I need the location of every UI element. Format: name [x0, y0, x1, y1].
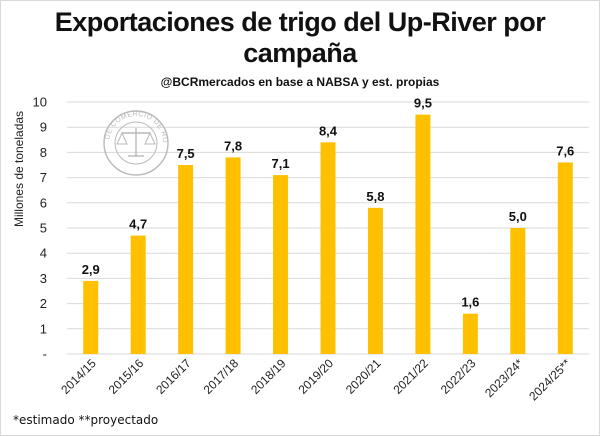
x-tick-label: 2022/23: [438, 356, 479, 397]
x-tick-label: 2015/16: [106, 356, 147, 397]
data-label: 7,8: [224, 138, 242, 153]
bar: [557, 162, 573, 354]
bar: [225, 157, 241, 354]
chart-title: Exportaciones de trigo del Up-River por …: [54, 7, 546, 68]
y-tick-label: 3: [40, 271, 47, 286]
bars: [83, 114, 573, 354]
bar: [462, 313, 478, 354]
y-tick-label: 10: [33, 95, 47, 110]
watermark-seal: BOLSA DE COMERCIO DE ROSARIO: [1, 1, 169, 176]
y-tick-label: 2: [40, 296, 47, 311]
data-label: 9,5: [414, 96, 432, 111]
x-axis-ticks: 2014/15 2015/16 2016/17 2017/18 2018/19 2019/…: [58, 356, 573, 403]
data-label: 7,6: [556, 143, 574, 158]
y-tick-label: 4: [40, 246, 47, 261]
y-axis-ticks: - 1 2 3 4 5 6 7 8 9 10: [33, 95, 47, 362]
data-label: 8,4: [319, 123, 338, 138]
y-tick-label: 8: [40, 145, 47, 160]
y-tick-label: 9: [40, 120, 47, 135]
x-tick-label: 2023/24*: [482, 356, 526, 400]
bar: [273, 175, 289, 354]
y-axis-label: Millones de toneladas: [12, 111, 26, 227]
data-label: 7,1: [272, 156, 290, 171]
data-label: 2,9: [82, 262, 100, 277]
x-tick-label: 2014/15: [58, 356, 99, 397]
scales-seal-icon: [103, 110, 169, 176]
x-tick-label: 2024/25**: [526, 356, 573, 403]
data-labels: 2,9 4,7 7,5 7,8 7,1 8,4 5,8 9,5 1,6 5,0 7,6: [82, 96, 575, 310]
bar: [415, 114, 431, 354]
y-tick-label: 6: [40, 195, 47, 210]
watermark-text: BOLSA DE COMERCIO DE ROSARIO: [1, 1, 168, 144]
footnote: *estimado **proyectado: [13, 413, 159, 427]
bar: [83, 280, 99, 354]
y-tick-label: 7: [40, 170, 47, 185]
data-label: 5,8: [366, 189, 384, 204]
bar: [130, 235, 146, 354]
bar: [320, 142, 336, 354]
data-label: 1,6: [461, 295, 479, 310]
x-tick-label: 2021/22: [390, 356, 431, 397]
y-tick-label: 5: [40, 221, 47, 236]
x-tick-label: 2018/19: [248, 356, 289, 397]
y-tick-label: 1: [40, 321, 47, 336]
y-tick-label: -: [43, 347, 47, 362]
x-tick-label: 2017/18: [201, 356, 242, 397]
data-label: 4,7: [129, 217, 147, 232]
bar: [178, 165, 194, 354]
bar: [510, 228, 526, 354]
x-tick-label: 2020/21: [343, 356, 384, 397]
data-label: 7,5: [177, 146, 195, 161]
x-tick-label: 2019/20: [296, 356, 337, 397]
bar: [367, 207, 383, 354]
x-tick-label: 2016/17: [153, 356, 194, 397]
chart-subtitle: @BCRmercados en base a NABSA y est. prop…: [160, 75, 440, 89]
data-label: 5,0: [509, 209, 527, 224]
